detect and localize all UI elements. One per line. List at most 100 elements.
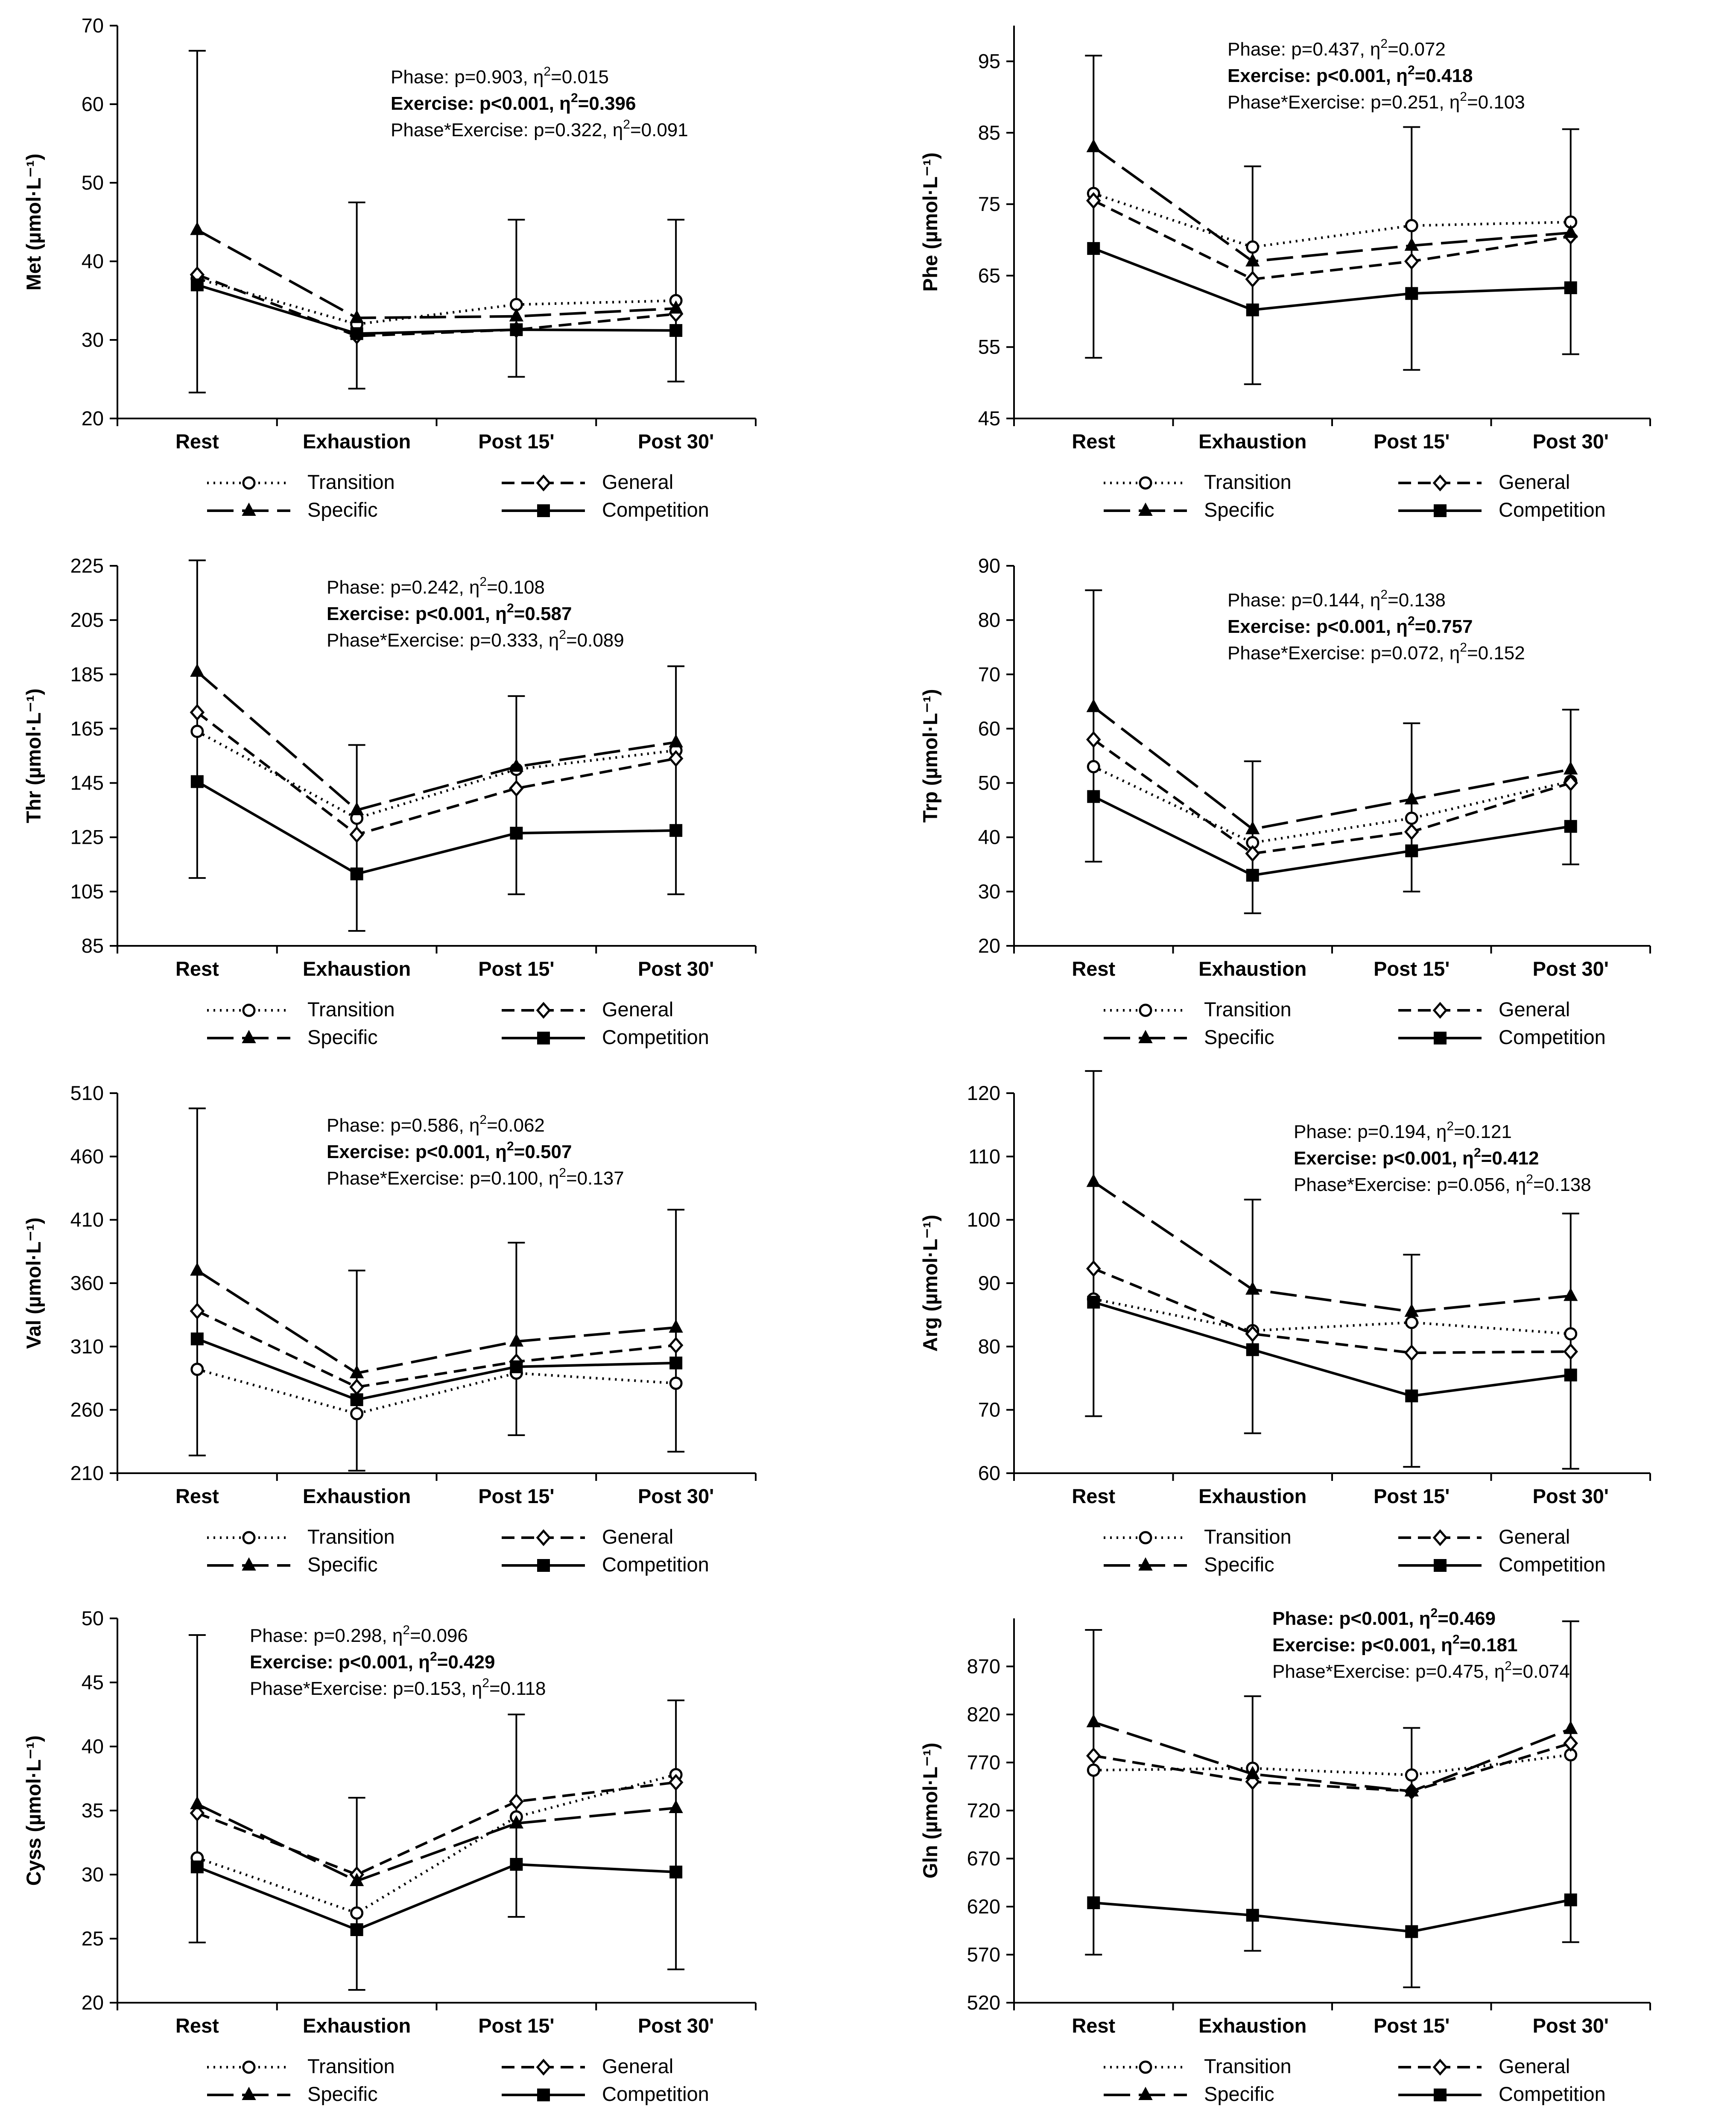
x-tick-label: Post 15': [478, 1485, 554, 1507]
legend-marker: [536, 1002, 551, 1019]
y-tick-label: 820: [967, 1703, 1000, 1726]
legend-label: Competition: [1499, 2083, 1606, 2105]
data-point: [349, 1378, 364, 1396]
data-point: [1086, 1714, 1101, 1727]
series-specific: [190, 1796, 683, 1886]
chart-val: 210 260 310 360 410 460 510 Rest Exhaustion Post …: [22, 1082, 757, 1576]
x-tick-label: Post 15': [478, 2014, 554, 2037]
data-point: [349, 1872, 364, 1886]
legend-item-general: General: [502, 1525, 673, 1548]
legend-marker: [536, 1529, 551, 1546]
legend-item-competition: Competition: [502, 1026, 709, 1048]
chart-gln: 520 570 620 670 720 770 820 870 Rest Exhaustion Po…: [919, 1606, 1651, 2105]
legend-marker: [1434, 1559, 1447, 1572]
data-point: [1564, 224, 1578, 238]
y-tick-label: 70: [978, 1398, 1000, 1421]
data-point: [510, 1360, 523, 1373]
legend-label: Transition: [1204, 998, 1292, 1021]
y-tick-label: 50: [82, 1607, 104, 1629]
stat-exercise: Exercise: p<0.001, η2=0.412: [1294, 1146, 1539, 1169]
data-point: [510, 1858, 523, 1871]
y-tick-label: 60: [978, 717, 1000, 740]
series-line: [1093, 1301, 1571, 1398]
y-tick-label: 225: [70, 554, 104, 577]
data-point: [190, 278, 204, 292]
error-bar-exhaustion: [1244, 1199, 1261, 1434]
error-bar-rest: [188, 50, 206, 394]
legend-label: Specific: [1204, 498, 1274, 521]
data-point: [509, 1815, 524, 1828]
legend-marker: [537, 504, 550, 517]
series-transition: [1087, 1292, 1578, 1341]
legend-label: Transition: [1204, 1525, 1292, 1548]
error-bar-post-30: [1562, 1620, 1579, 1943]
data-point: [1245, 253, 1260, 266]
data-point: [669, 300, 683, 314]
y-tick-label: 460: [70, 1145, 104, 1167]
data-point: [349, 826, 364, 843]
y-tick-label: 185: [70, 663, 104, 685]
series-competition: [1087, 790, 1577, 882]
series-specific: [1086, 1714, 1578, 1796]
x-tick-label: Rest: [175, 2014, 219, 2037]
series-specific: [190, 1262, 683, 1378]
data-point: [190, 222, 205, 235]
legend-label: Specific: [1204, 2083, 1274, 2105]
data-point: [1564, 1287, 1578, 1301]
error-bar-exhaustion: [1244, 1695, 1261, 1952]
y-tick-label: 145: [70, 772, 104, 794]
data-point: [669, 324, 683, 337]
data-point: [1245, 845, 1260, 862]
y-tick-label: 50: [978, 772, 1000, 794]
error-bar-exhaustion: [348, 202, 365, 390]
data-point: [1086, 731, 1101, 748]
stat-phase: Phase: p<0.001, η2=0.469: [1272, 1606, 1496, 1629]
y-axis-label: Met (µmol·L⁻¹): [22, 154, 45, 291]
legend-label: Competition: [1499, 1026, 1606, 1048]
x-tick-label: Exhaustion: [1198, 430, 1306, 453]
series-general: [1086, 192, 1578, 288]
y-tick-label: 40: [978, 826, 1000, 848]
series-general: [190, 1774, 684, 1883]
y-tick-label: 90: [978, 1272, 1000, 1294]
stat-exercise: Exercise: p<0.001, η2=0.587: [327, 601, 572, 624]
x-tick-label: Post 30': [638, 957, 714, 980]
stat-phase-exercise: Phase*Exercise: p=0.072, η2=0.152: [1227, 641, 1525, 664]
x-tick-label: Post 15': [478, 957, 554, 980]
legend-marker: [1138, 502, 1153, 516]
stat-phase: Phase: p=0.903, η2=0.015: [391, 64, 609, 88]
legend-marker: [537, 2089, 550, 2101]
legend-item-specific: Specific: [1104, 1026, 1274, 1048]
legend-marker: [1138, 1030, 1153, 1043]
legend-label: Competition: [1499, 498, 1606, 521]
data-point: [350, 1407, 364, 1421]
y-tick-label: 510: [70, 1082, 104, 1104]
stat-phase: Phase: p=0.144, η2=0.138: [1227, 588, 1446, 611]
data-point: [1405, 1316, 1418, 1329]
y-tick-label: 80: [978, 608, 1000, 631]
y-tick-label: 80: [978, 1335, 1000, 1357]
y-tick-label: 60: [82, 93, 104, 115]
error-bar-rest: [188, 1107, 206, 1457]
series-competition: [190, 775, 683, 881]
legend-item-specific: Specific: [207, 1026, 378, 1048]
legend: Transition General Specific Competition: [1104, 998, 1606, 1048]
data-point: [509, 308, 524, 322]
legend-item-competition: Competition: [1398, 2083, 1606, 2105]
data-point: [1087, 1764, 1100, 1777]
legend-marker: [242, 1531, 256, 1545]
stat-exercise: Exercise: p<0.001, η2=0.429: [250, 1650, 495, 1673]
legend-label: General: [602, 471, 673, 493]
stat-phase-exercise: Phase*Exercise: p=0.322, η2=0.091: [391, 117, 688, 140]
data-point: [669, 1376, 683, 1390]
legend-item-competition: Competition: [1398, 498, 1606, 521]
chart-cyss: 20 25 30 35 40 45 50 Rest Exhaustion Post 15' Post…: [22, 1607, 757, 2105]
data-point: [1086, 1747, 1101, 1764]
y-tick-label: 165: [70, 717, 104, 740]
stat-phase: Phase: p=0.437, η2=0.072: [1227, 37, 1446, 60]
x-tick-label: Post 30': [638, 430, 714, 453]
legend-item-specific: Specific: [207, 2083, 378, 2105]
data-point: [350, 1906, 364, 1920]
y-tick-label: 20: [82, 1991, 104, 2014]
data-point: [190, 1332, 204, 1346]
